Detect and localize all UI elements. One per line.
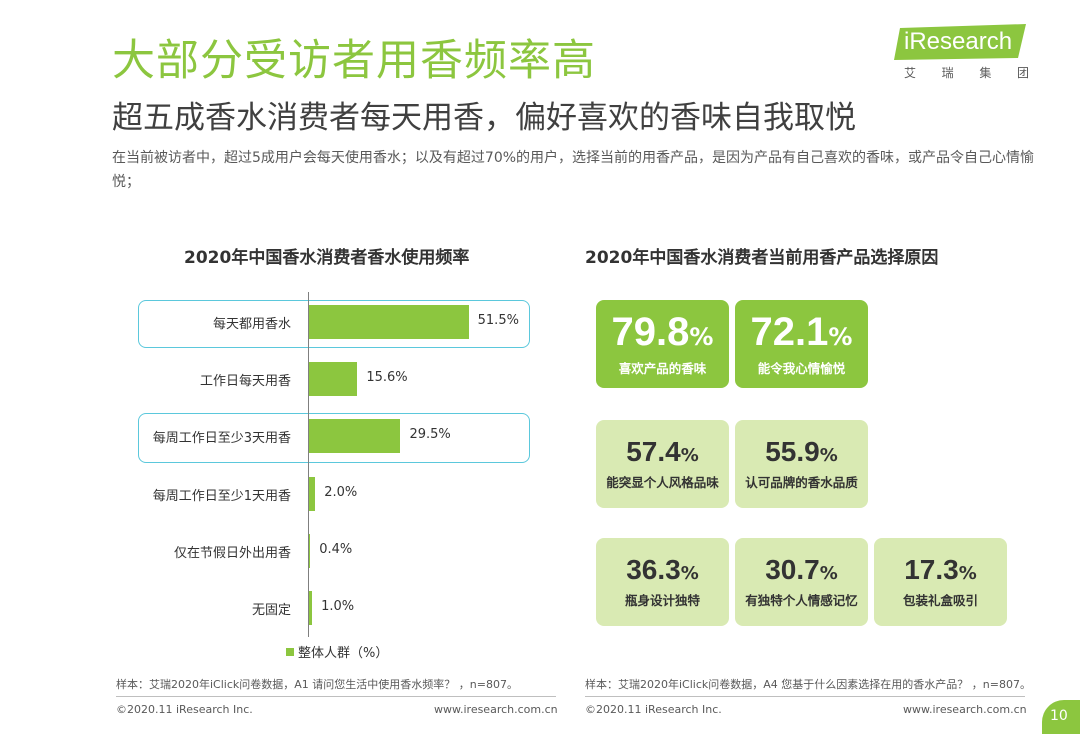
bar bbox=[309, 533, 311, 568]
logo-cn-char: 瑞 bbox=[941, 66, 954, 80]
reason-label: 能令我心情愉悦 bbox=[757, 360, 846, 376]
reason-value-unit: % bbox=[819, 444, 838, 466]
logo-cn-char: 团 bbox=[1016, 66, 1029, 80]
category-label: 无固定 bbox=[251, 603, 291, 618]
bar-value-label: 2.0% bbox=[324, 484, 358, 500]
reason-card: 17.3% 包装礼盒吸引 bbox=[874, 538, 1007, 626]
page-description: 在当前被访者中，超过5成用户会每天使用香水；以及有超过70%的用户，选择当前的用… bbox=[112, 150, 1035, 190]
website-link-left[interactable]: www.iresearch.com.cn bbox=[434, 703, 558, 716]
logo-cn-char: 艾 bbox=[904, 66, 917, 80]
category-label: 仅在节假日外出用香 bbox=[173, 545, 291, 561]
reason-label: 认可品牌的香水品质 bbox=[745, 474, 858, 490]
page-subtitle: 超五成香水消费者每天用香，偏好喜欢的香味自我取悦 bbox=[112, 100, 856, 136]
category-label: 工作日每天用香 bbox=[199, 374, 291, 390]
reason-value-unit: % bbox=[680, 444, 699, 466]
reason-value: 55.9% bbox=[765, 435, 838, 467]
reason-value: 17.3% bbox=[904, 553, 977, 585]
reason-value: 79.8% bbox=[612, 312, 714, 352]
bar bbox=[309, 476, 316, 511]
reason-value-number: 72.1 bbox=[750, 309, 829, 354]
bar-value-label: 1.0% bbox=[321, 599, 355, 614]
iresearch-logo: iResearch 艾 瑞 集 团 bbox=[890, 24, 1030, 84]
sample-note-right: 样本：艾瑞2020年iClick问卷数据，A4 您基于什么因素选择在用的香水产品… bbox=[585, 678, 1031, 691]
highlight-frame-daily bbox=[138, 300, 530, 348]
logo-cn-text: 艾 瑞 集 团 bbox=[904, 64, 1029, 81]
reason-card: 36.3% 瓶身设计独特 bbox=[596, 538, 729, 626]
reason-value-number: 55.9 bbox=[765, 435, 820, 467]
reason-label: 喜欢产品的香味 bbox=[618, 360, 707, 376]
reason-value: 30.7% bbox=[765, 553, 838, 585]
reason-value-number: 79.8 bbox=[611, 309, 690, 354]
logo-banner-shape bbox=[894, 24, 1026, 60]
bar bbox=[309, 419, 401, 454]
reason-card: 55.9% 认可品牌的香水品质 bbox=[735, 420, 868, 508]
bar-axis-line bbox=[308, 292, 309, 637]
page-title: 大部分受访者用香频率高 bbox=[112, 36, 596, 86]
reason-value-unit: % bbox=[819, 562, 838, 584]
website-link-right[interactable]: www.iresearch.com.cn bbox=[903, 703, 1027, 716]
bar bbox=[309, 362, 358, 397]
reason-value: 36.3% bbox=[626, 553, 699, 585]
category-label: 每周工作日至少1天用香 bbox=[152, 488, 291, 504]
copyright-right: ©2020.11 iResearch Inc. bbox=[585, 703, 722, 716]
logo-wordmark: iResearch bbox=[904, 28, 1013, 55]
reason-label: 瓶身设计独特 bbox=[624, 592, 700, 608]
reason-card: 79.8% 喜欢产品的香味 bbox=[596, 300, 729, 388]
legend-swatch bbox=[286, 648, 294, 656]
reason-value-number: 57.4 bbox=[626, 435, 681, 467]
reason-value-unit: % bbox=[680, 562, 699, 584]
reason-card: 57.4% 能突显个人风格品味 bbox=[596, 420, 729, 508]
reason-value: 72.1% bbox=[751, 312, 853, 352]
frequency-chart-title: 2020年中国香水消费者香水使用频率 bbox=[184, 248, 470, 268]
reason-value-number: 17.3 bbox=[904, 553, 959, 585]
reason-label: 能突显个人风格品味 bbox=[606, 474, 719, 490]
bar bbox=[309, 305, 469, 339]
bar-value-label: 0.4% bbox=[319, 541, 353, 557]
sample-note-left: 样本：艾瑞2020年iClick问卷数据，A1 请问您生活中使用香水频率？ ，n… bbox=[116, 678, 518, 691]
logo-cn-char: 集 bbox=[979, 66, 992, 80]
reason-value-number: 36.3 bbox=[626, 553, 681, 585]
page-number: 10 bbox=[1042, 700, 1080, 734]
bar-value-label: 51.5% bbox=[477, 313, 519, 328]
footer-divider-left bbox=[116, 696, 556, 697]
bar-value-label: 15.6% bbox=[366, 370, 408, 386]
reason-label: 包装礼盒吸引 bbox=[902, 592, 978, 608]
highlight-frame-3days bbox=[138, 413, 530, 463]
copyright-left: ©2020.11 iResearch Inc. bbox=[116, 703, 253, 716]
bar-value-label: 29.5% bbox=[409, 427, 451, 443]
reason-value-unit: % bbox=[958, 562, 977, 584]
category-label: 每周工作日至少3天用香 bbox=[152, 431, 291, 447]
reason-label: 有独特个人情感记忆 bbox=[745, 592, 858, 608]
reason-card: 72.1% 能令我心情愉悦 bbox=[735, 300, 868, 388]
reason-value: 57.4% bbox=[626, 435, 699, 467]
reasons-chart-title: 2020年中国香水消费者当前用香产品选择原因 bbox=[585, 248, 939, 268]
footer-divider-right bbox=[585, 696, 1025, 697]
chart-legend: 整体人群（%） bbox=[286, 642, 388, 661]
legend-label: 整体人群（%） bbox=[298, 646, 389, 661]
reason-value-unit: % bbox=[828, 322, 853, 351]
bar bbox=[309, 591, 313, 625]
reason-value-unit: % bbox=[689, 322, 714, 351]
reason-card: 30.7% 有独特个人情感记忆 bbox=[735, 538, 868, 626]
category-label: 每天都用香水 bbox=[212, 317, 291, 332]
reason-value-number: 30.7 bbox=[765, 553, 820, 585]
